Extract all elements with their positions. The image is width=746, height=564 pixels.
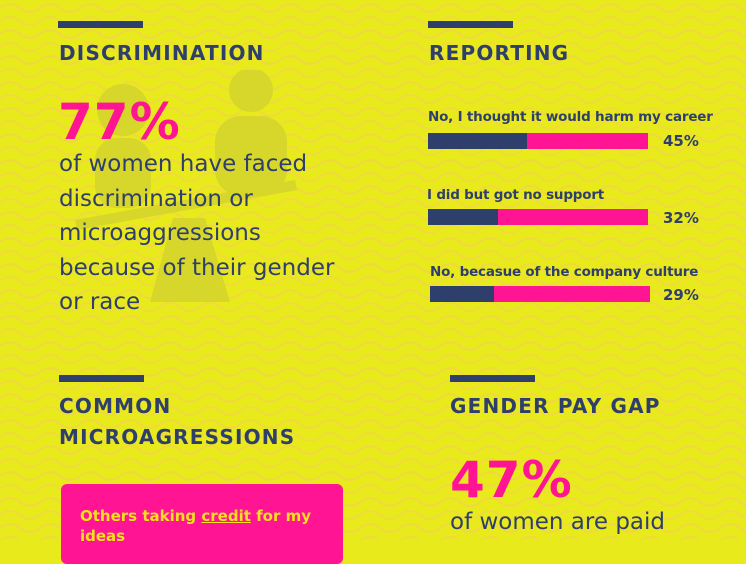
microaggressions-heading-line1: COMMON xyxy=(59,394,172,418)
card-text-before: Others taking xyxy=(80,507,202,525)
reporting-bar-fill xyxy=(430,286,494,302)
discrimination-rule xyxy=(58,21,143,28)
reporting-bar-track xyxy=(428,133,648,149)
reporting-bar-track xyxy=(428,209,648,225)
reporting-rule xyxy=(428,21,513,28)
discrimination-description: of women have faced discrimination or mi… xyxy=(59,151,335,315)
discrimination-heading: DISCRIMINATION xyxy=(59,41,265,65)
reporting-bar-value: 45% xyxy=(663,132,699,150)
microaggression-card: Others taking credit for my ideas xyxy=(61,484,343,564)
reporting-bar-label: No, becasue of the company culture xyxy=(430,264,699,280)
discrimination-stat: 77% xyxy=(58,93,181,151)
microaggression-card-text: Others taking credit for my ideas xyxy=(80,506,325,546)
reporting-bar-label: No, I thought it would harm my career xyxy=(428,109,713,125)
person-on-scale-icon xyxy=(75,70,297,302)
reporting-bar-label: I did but got no support xyxy=(427,187,605,203)
reporting-bar-value: 29% xyxy=(663,286,699,304)
pay-gap-description: of women are paid xyxy=(450,509,665,535)
card-credit-link[interactable]: credit xyxy=(201,507,251,525)
reporting-bar-fill xyxy=(428,209,499,225)
pay-gap-rule xyxy=(450,375,535,382)
reporting-bar-value: 32% xyxy=(663,209,699,227)
reporting-heading: REPORTING xyxy=(429,41,570,65)
pay-gap-heading: GENDER PAY GAP xyxy=(450,394,661,418)
microaggressions-rule xyxy=(59,375,144,382)
reporting-bar-track xyxy=(430,286,650,302)
microaggressions-heading-line2: MICROAGRESSIONS xyxy=(59,425,296,449)
reporting-bar-fill xyxy=(428,133,527,149)
pay-gap-stat: 47% xyxy=(450,451,573,509)
